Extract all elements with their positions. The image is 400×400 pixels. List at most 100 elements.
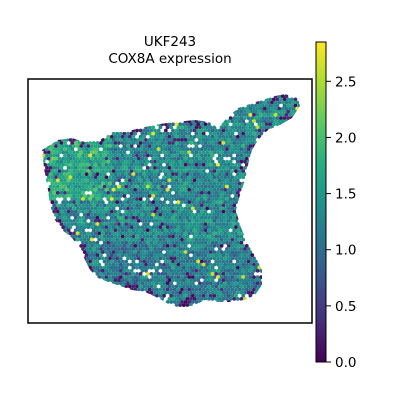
- tissue-spot: [207, 222, 211, 227]
- tissue-spot: [190, 219, 195, 223]
- tissue-spot: [54, 206, 58, 211]
- tissue-spot: [171, 203, 175, 208]
- tissue-spot: [192, 215, 197, 220]
- tissue-spot: [228, 259, 233, 264]
- tissue-spot: [133, 206, 138, 211]
- tissue-spot: [165, 262, 170, 267]
- tissue-spot: [147, 237, 152, 242]
- tissue-spot: [54, 169, 58, 174]
- tissue-spot: [84, 240, 89, 245]
- tissue-spot: [201, 256, 206, 261]
- tissue-spot: [230, 281, 235, 286]
- tissue-spot: [118, 156, 123, 161]
- tissue-spot: [54, 219, 58, 223]
- tissue-spot: [156, 166, 161, 170]
- tissue-spot: [90, 225, 94, 230]
- tissue-spot: [91, 247, 96, 251]
- tissue-spot: [250, 259, 255, 264]
- tissue-spot: [189, 247, 193, 251]
- tissue-spot: [165, 187, 170, 192]
- tissue-spot: [131, 134, 136, 139]
- tissue-spot: [104, 262, 109, 267]
- tissue-spot: [181, 128, 186, 133]
- tissue-spot: [178, 159, 183, 164]
- tissue-spot: [124, 159, 129, 164]
- tissue-spot: [142, 209, 147, 214]
- tissue-spot: [185, 191, 190, 195]
- tissue-spot: [52, 184, 57, 189]
- tissue-spot: [61, 225, 66, 230]
- tissue-spot: [131, 172, 136, 177]
- tissue-spot: [140, 181, 145, 186]
- tissue-spot: [183, 162, 188, 167]
- tissue-spot: [154, 175, 159, 180]
- tissue-spot: [111, 150, 116, 155]
- tissue-spot: [252, 275, 256, 279]
- tissue-spot: [181, 184, 186, 189]
- tissue-spot: [136, 237, 141, 242]
- tissue-spot: [144, 200, 148, 205]
- tissue-spot: [158, 231, 163, 236]
- tissue-spot: [151, 200, 156, 205]
- tissue-spot: [104, 268, 109, 273]
- tissue-spot: [199, 215, 204, 220]
- tissue-spot: [48, 159, 53, 164]
- tissue-spot: [126, 162, 130, 167]
- tissue-spot: [91, 191, 96, 195]
- tissue-spot: [145, 272, 150, 276]
- tissue-spot: [244, 150, 249, 155]
- tissue-spot: [205, 287, 210, 292]
- tissue-spot: [90, 212, 94, 217]
- tissue-spot: [122, 250, 127, 255]
- tissue-spot: [199, 297, 204, 301]
- tissue-spot: [257, 122, 262, 127]
- tissue-spot: [138, 153, 143, 158]
- tissue-spot: [102, 153, 107, 158]
- tissue-spot: [266, 125, 271, 130]
- tissue-spot: [217, 228, 222, 233]
- tissue-spot: [156, 253, 161, 258]
- tissue-spot: [106, 134, 111, 139]
- tissue-spot: [109, 215, 114, 220]
- tissue-spot: [199, 284, 204, 289]
- tissue-spot: [120, 147, 125, 152]
- tissue-spot: [248, 287, 253, 292]
- tissue-spot: [163, 240, 168, 245]
- tissue-spot: [246, 141, 251, 145]
- tissue-spot: [248, 275, 253, 279]
- tissue-spot: [203, 215, 208, 220]
- tissue-spot: [115, 175, 120, 180]
- tissue-spot: [235, 284, 240, 289]
- tissue-spot: [75, 144, 80, 149]
- tissue-spot: [169, 250, 174, 255]
- tissue-spot: [234, 113, 238, 117]
- tissue-spot: [266, 106, 271, 111]
- tissue-spot: [95, 240, 100, 245]
- tissue-spot: [108, 275, 112, 279]
- tissue-spot: [109, 141, 114, 145]
- tissue-spot: [216, 219, 220, 223]
- tissue-spot: [217, 159, 222, 164]
- tissue-spot: [154, 162, 159, 167]
- tissue-spot: [145, 234, 150, 239]
- tissue-spot: [201, 244, 206, 248]
- tissue-spot: [225, 147, 229, 152]
- tissue-spot: [136, 138, 141, 142]
- tissue-spot: [165, 219, 170, 223]
- tissue-spot: [99, 172, 103, 177]
- tissue-spot: [79, 187, 84, 192]
- tissue-spot: [178, 253, 183, 258]
- tissue-spot: [219, 300, 224, 304]
- tissue-spot: [59, 184, 64, 189]
- tissue-spot: [192, 122, 197, 127]
- tissue-spot: [230, 187, 235, 192]
- tissue-spot: [136, 206, 141, 211]
- tissue-spot: [163, 147, 168, 152]
- tissue-spot: [194, 237, 199, 242]
- tissue-spot: [160, 209, 165, 214]
- tissue-spot: [46, 156, 51, 161]
- tissue-spot: [239, 240, 244, 245]
- tissue-spot: [172, 169, 177, 174]
- tissue-spot: [180, 194, 184, 198]
- tissue-spot: [102, 191, 107, 195]
